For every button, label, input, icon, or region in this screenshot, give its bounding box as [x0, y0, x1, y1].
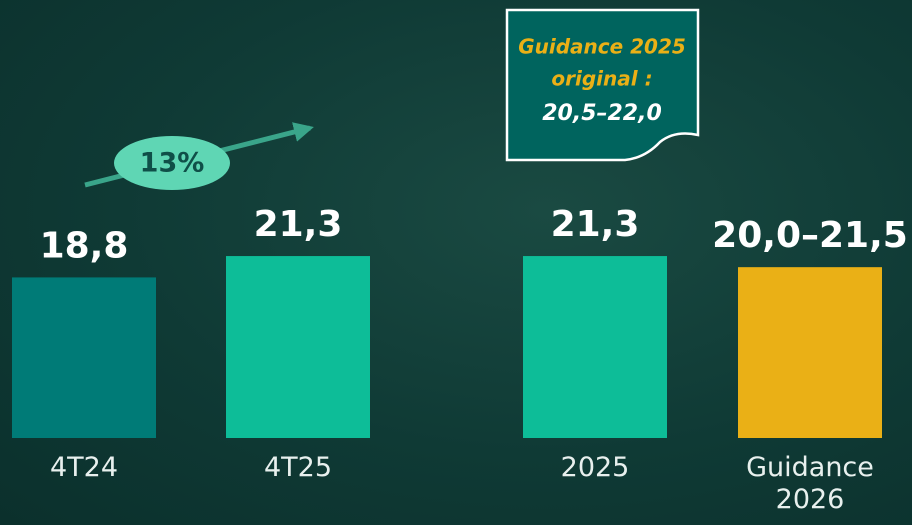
- callout-line: 20,5–22,0: [542, 101, 662, 126]
- x-tick-label: 2025: [515, 452, 675, 484]
- value-label: 21,3: [551, 204, 640, 245]
- slide: 13% Guidance 2025 original : 20,5–22,0 1…: [0, 0, 912, 525]
- x-tick-label: 4T25: [218, 452, 378, 484]
- callout-line: original :: [551, 67, 652, 91]
- value-label: 18,8: [40, 225, 129, 266]
- value-label: 21,3: [254, 204, 343, 245]
- bar: [12, 277, 156, 438]
- value-label: 20,0–21,5: [712, 215, 908, 256]
- guidance-bar: [738, 267, 882, 438]
- growth-label: 13%: [140, 148, 205, 179]
- chart: 13% Guidance 2025 original : 20,5–22,0 1…: [0, 0, 912, 525]
- bar: [523, 256, 667, 438]
- x-tick-label: 4T24: [4, 452, 164, 484]
- bar: [226, 256, 370, 438]
- x-tick-label: Guidance 2026: [745, 452, 875, 516]
- callout-line: Guidance 2025: [518, 35, 686, 59]
